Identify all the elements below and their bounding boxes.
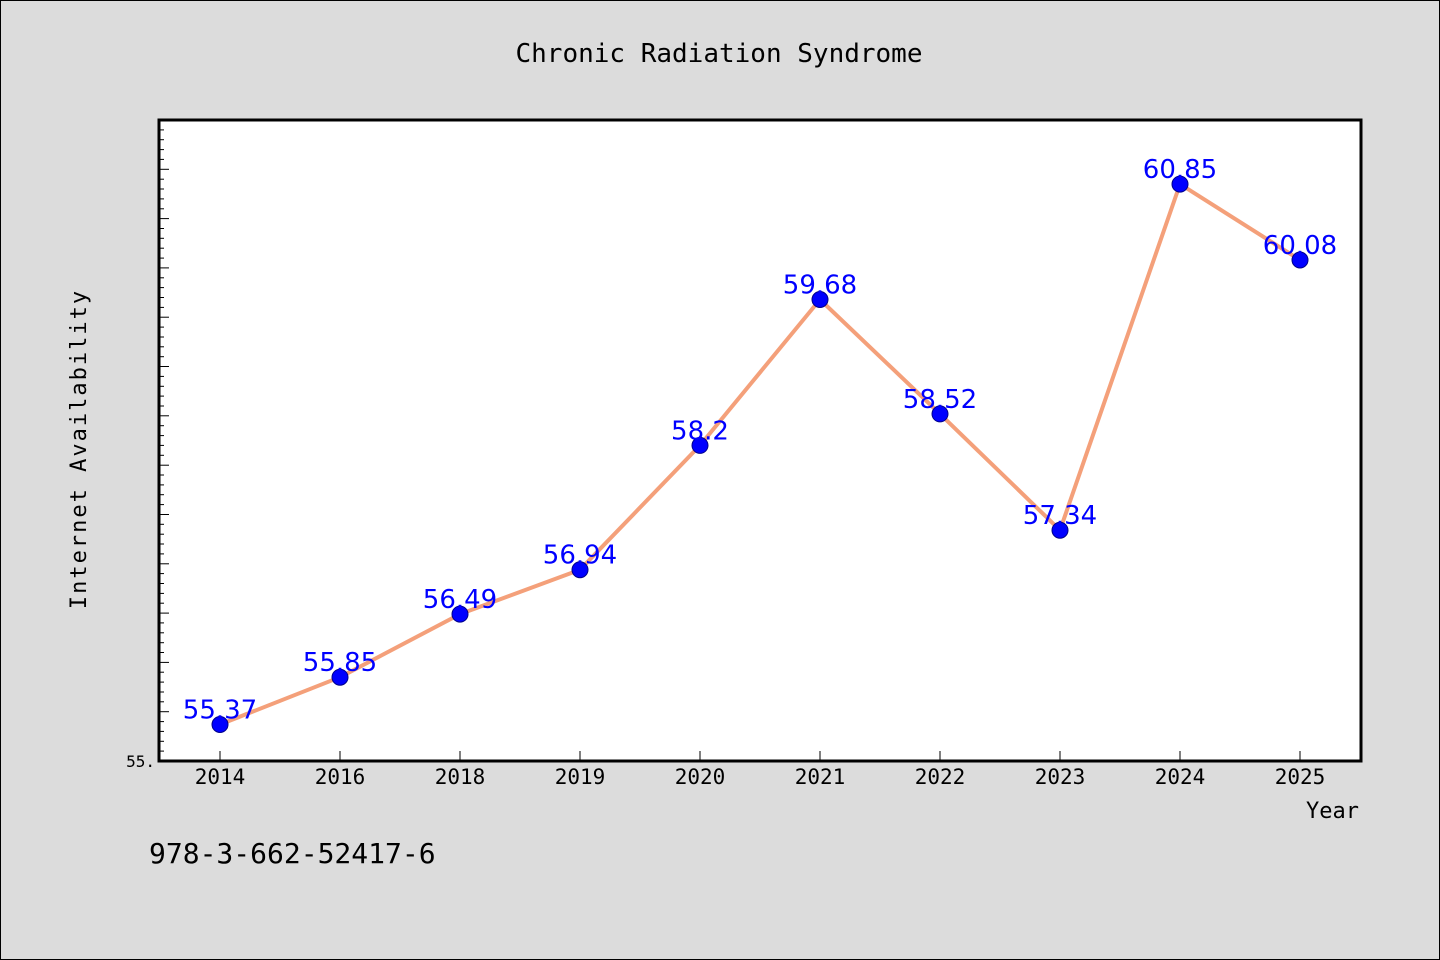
data-point <box>1291 251 1309 269</box>
data-point <box>451 605 469 623</box>
data-label: 59.68 <box>783 271 857 301</box>
x-axis-label: Year <box>1306 799 1359 824</box>
x-tick-label: 2020 <box>675 765 726 789</box>
x-tick-label: 2016 <box>315 765 366 789</box>
plot-area <box>159 120 1361 761</box>
data-label: 60.08 <box>1263 231 1337 261</box>
data-point <box>691 436 709 454</box>
y-tick-label: 55. <box>126 752 155 771</box>
x-tick-label: 2024 <box>1155 765 1206 789</box>
data-point <box>931 405 949 423</box>
data-label: 55.85 <box>303 648 377 678</box>
data-label: 58.2 <box>671 416 729 446</box>
series-line <box>218 182 1302 727</box>
x-tick-label: 2019 <box>555 765 606 789</box>
x-axis-ticks: 2014 2016 2018 2019 2020 2021 2022 2023 2024 2025 <box>195 751 1326 789</box>
x-tick-label: 2014 <box>195 765 246 789</box>
data-series <box>211 175 1309 733</box>
data-point <box>1171 175 1189 193</box>
x-tick-label: 2022 <box>915 765 966 789</box>
data-point <box>211 716 229 733</box>
data-label: 58.52 <box>903 385 977 415</box>
x-tick-label: 2023 <box>1035 765 1086 789</box>
y-axis-label: Internet Availability <box>67 289 92 609</box>
data-label: 57.34 <box>1023 501 1097 531</box>
plot-frame <box>157 118 1363 763</box>
data-label: 56.49 <box>423 585 497 615</box>
data-label: 60.85 <box>1143 155 1217 185</box>
data-point <box>331 668 349 686</box>
x-tick-label: 2025 <box>1275 765 1326 789</box>
x-tick-label: 2018 <box>435 765 486 789</box>
data-point <box>571 561 589 579</box>
data-label: 56.94 <box>543 541 617 571</box>
data-point <box>811 291 829 308</box>
x-tick-label: 2021 <box>795 765 846 789</box>
footer-code: 978-3-662-52417-6 <box>149 837 436 870</box>
chart-title: Chronic Radiation Syndrome <box>516 39 923 69</box>
data-label: 55.37 <box>183 696 257 726</box>
data-labels: 55.37 55.85 56.49 56.94 58.2 59.68 58.52 57.34 6… <box>183 155 1337 725</box>
data-point <box>1051 521 1069 539</box>
